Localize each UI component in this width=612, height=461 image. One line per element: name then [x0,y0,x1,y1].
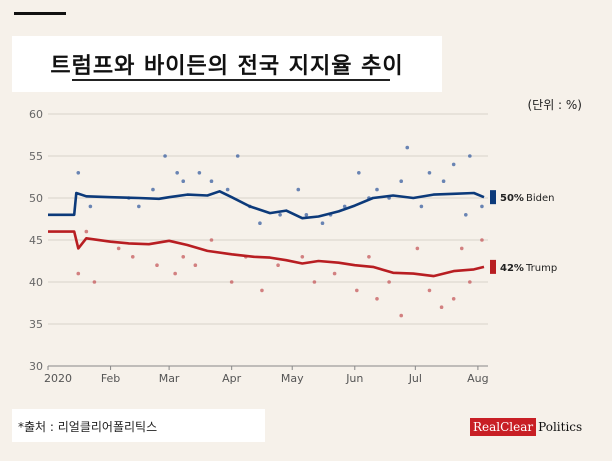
source-box: *출처 : 리얼클리어폴리틱스 [12,409,265,442]
title-underline [72,79,390,81]
realclearpolitics-logo: RealClear Politics [470,418,584,436]
biden-poll-point [304,213,309,217]
biden-poll-point [399,179,404,183]
trump-poll-point [312,280,317,284]
trump-poll-point [480,238,484,242]
biden-poll-point [151,187,155,192]
trump-end-name: Trump [525,263,557,274]
trump-poll-point [76,271,81,276]
trump-poll-point [427,288,432,293]
trump-poll-point [84,229,89,234]
trump-poll-point [367,254,371,259]
biden-poll-point [225,187,230,192]
trump-poll-point [468,280,472,284]
trump-poll-point [130,254,135,259]
trump-poll-point [209,238,214,242]
y-tick-label: 35 [29,318,43,331]
biden-poll-point [375,187,379,192]
biden-poll-point [278,213,282,217]
trump-poll-point [415,246,420,251]
trump-poll-point [399,313,404,318]
logo-realclear: RealClear [470,418,537,436]
trump-poll-point [173,271,177,276]
biden-poll-point [175,171,179,175]
y-tick-label: 45 [29,234,43,247]
biden-poll-point [427,171,432,175]
logo-politics: Politics [538,420,583,434]
biden-poll-point [163,154,167,158]
y-tick-label: 30 [29,360,43,373]
biden-line [48,190,485,220]
biden-poll-point [235,154,240,158]
trump-poll-point [300,254,305,259]
trump-poll-point [459,246,464,251]
trump-poll-point [92,280,97,284]
trump-line [48,230,485,278]
trump-poll-point [276,263,280,268]
biden-poll-point [480,204,484,209]
trump-poll-point [387,280,391,284]
trump-poll-point [332,271,337,276]
biden-poll-point [320,221,325,225]
biden-poll-point [468,154,472,158]
trump-poll-point [181,254,186,259]
biden-poll-point [463,213,468,217]
trump-poll-point [439,305,444,310]
biden-end-name: Biden [526,193,554,204]
x-tick-label: Apr [222,372,242,385]
trump-poll-point [229,280,234,284]
biden-poll-point [441,179,446,183]
y-tick-label: 60 [29,108,43,121]
biden-poll-point [76,171,81,175]
x-tick-label: Jun [345,372,363,385]
biden-poll-point [88,204,93,209]
x-tick-label: Jul [408,372,422,385]
x-tick-label: 2020 [44,372,72,385]
y-tick-label: 50 [29,192,43,205]
x-tick-label: Feb [101,372,120,385]
trump-poll-point [355,288,359,293]
biden-poll-point [137,204,141,209]
biden-poll-point [258,221,262,225]
biden-poll-point [357,171,361,175]
biden-poll-point [451,162,456,167]
title-box: 트럼프와 바이든의 전국 지지율 추이 [12,36,442,92]
biden-poll-point [197,171,202,175]
biden-poll-point [296,187,301,192]
trump-end-marker [490,259,496,274]
y-tick-label: 55 [29,150,43,163]
x-tick-label: Mar [159,372,180,385]
y-tick-label: 40 [29,276,43,289]
biden-poll-point [209,179,214,183]
biden-end-marker [490,190,496,205]
trump-poll-point [451,297,456,301]
trump-poll-point [375,297,379,301]
biden-poll-point [181,179,186,183]
trump-end-value: 42% [500,263,524,274]
trump-poll-point [193,263,198,268]
x-tick-label: Aug [467,372,488,385]
trump-poll-point [155,263,159,268]
source-text: *출처 : 리얼클리어폴리틱스 [18,420,158,434]
header-rule [14,12,66,15]
unit-label: (단위 : %) [527,98,582,112]
trump-poll-point [116,246,121,251]
biden-poll-point [405,145,410,150]
chart-title: 트럼프와 바이든의 전국 지지율 추이 [50,54,404,79]
biden-poll-point [342,204,347,209]
biden-end-value: 50% [500,193,524,204]
x-tick-label: May [281,372,304,385]
trump-poll-point [260,288,264,293]
biden-poll-point [419,204,424,209]
